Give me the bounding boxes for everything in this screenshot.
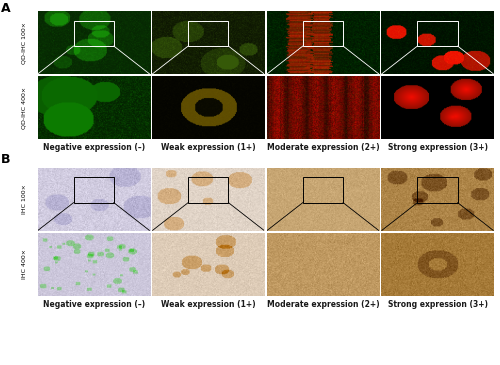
Text: Moderate expression (2+): Moderate expression (2+) (266, 300, 379, 309)
Text: Moderate expression (2+): Moderate expression (2+) (266, 143, 379, 152)
Text: Weak expression (1+): Weak expression (1+) (161, 300, 256, 309)
Text: Weak expression (1+): Weak expression (1+) (161, 143, 256, 152)
Text: Strong expression (3+): Strong expression (3+) (388, 143, 488, 152)
Bar (418, 177, 458, 203)
Text: B: B (1, 153, 11, 166)
Text: Negative expression (–): Negative expression (–) (42, 300, 144, 309)
Bar (74, 21, 114, 46)
Text: Strong expression (3+): Strong expression (3+) (388, 300, 488, 309)
Bar (418, 21, 458, 46)
Bar (188, 177, 228, 203)
Text: A: A (1, 2, 11, 15)
Text: IHC 100×: IHC 100× (22, 184, 26, 214)
Text: QD-IHC 100×: QD-IHC 100× (22, 22, 26, 64)
Text: Negative expression (–): Negative expression (–) (42, 143, 144, 152)
Text: QD-IHC 400×: QD-IHC 400× (22, 87, 26, 128)
Bar (188, 21, 228, 46)
Text: IHC 400×: IHC 400× (22, 249, 26, 279)
Bar (303, 177, 343, 203)
Bar (74, 177, 114, 203)
Bar (303, 21, 343, 46)
